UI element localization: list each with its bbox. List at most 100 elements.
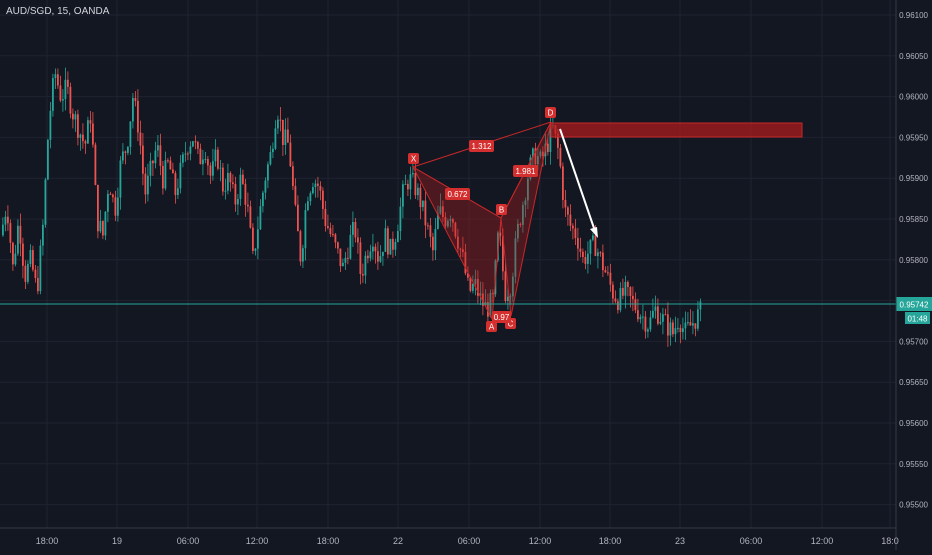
candle-body (284, 129, 287, 146)
candle-body (662, 314, 664, 322)
candle-body (384, 228, 387, 252)
candle-body (307, 201, 309, 211)
candle-body (184, 153, 187, 155)
candle-body (102, 220, 104, 236)
candle-body (597, 252, 599, 256)
candle-body (19, 225, 22, 244)
candle-body (527, 178, 529, 201)
candle-body (264, 180, 267, 193)
candle-body (467, 273, 469, 278)
candle-body (454, 222, 457, 237)
ratio-ac-label: 0.97 (494, 313, 510, 322)
candle-body (612, 284, 614, 299)
candle-body (142, 145, 144, 174)
candle-body (492, 292, 494, 295)
time-axis[interactable] (0, 528, 932, 550)
candle-body (47, 139, 49, 180)
candle-body (199, 148, 202, 165)
candle-body (354, 221, 357, 238)
candle-body (12, 242, 14, 265)
candle-body (572, 225, 574, 229)
candle-body (399, 206, 402, 232)
candle-body (99, 220, 102, 232)
candle-body (364, 255, 367, 276)
candle-body (147, 175, 149, 195)
time-tick-label: 18:0 (881, 536, 899, 546)
drawing-overlays: X A B C D 1.312 0.672 1.981 0.97 (408, 107, 803, 332)
candle-body (692, 323, 694, 326)
candle-body (292, 166, 294, 187)
candle-body (267, 164, 269, 181)
candle-body (477, 279, 479, 296)
candle-body (502, 235, 504, 272)
candle-body (359, 242, 362, 275)
candle-body (457, 236, 459, 249)
projection-arrow-line[interactable] (559, 128, 597, 235)
candle-body (427, 225, 429, 227)
candle-body (227, 172, 229, 191)
price-tick-label: 0.95700 (899, 337, 928, 346)
candle-body (42, 224, 44, 246)
candle-body (642, 316, 644, 318)
candle-body (519, 223, 522, 225)
candle-body (339, 248, 342, 267)
candle-body (469, 277, 472, 291)
candle-body (677, 327, 679, 329)
candle-body (22, 243, 24, 266)
candle-body (52, 78, 54, 111)
candle-body (207, 159, 209, 166)
candle-body (592, 235, 594, 240)
candle-body (104, 211, 107, 236)
candle-body (177, 188, 179, 196)
candle-body (329, 228, 332, 235)
candle-body (409, 174, 412, 190)
candle-body (77, 114, 79, 138)
candle-body (97, 184, 99, 232)
candle-body (257, 229, 259, 249)
candle-body (394, 241, 397, 250)
candle-body (237, 199, 239, 205)
candle-body (234, 183, 237, 205)
candle-body (212, 161, 214, 176)
ratio-xa-box (445, 188, 470, 200)
candle-body (2, 224, 4, 236)
candle-body (39, 245, 42, 292)
resistance-zone[interactable] (550, 122, 803, 138)
candle-body (327, 225, 329, 229)
candle-body (317, 183, 319, 186)
candle-body (34, 269, 37, 279)
candle-body (117, 197, 119, 216)
time-tick-label: 23 (675, 536, 685, 546)
candle-body (622, 288, 624, 296)
candle-body (402, 184, 404, 207)
candle-body (549, 126, 552, 153)
candle-body (352, 221, 354, 235)
candle-body (649, 317, 652, 330)
candle-body (569, 214, 572, 226)
candle-body (629, 287, 632, 296)
candle-body (172, 169, 174, 174)
candle-body (464, 252, 467, 274)
candle-body (499, 232, 502, 236)
candle-body (114, 197, 117, 216)
candle-body (29, 250, 32, 265)
candle-body (334, 234, 337, 243)
candle-body (169, 160, 172, 170)
time-tick-label: 06:00 (740, 536, 763, 546)
price-axis[interactable] (896, 0, 932, 528)
candle-body (7, 216, 9, 224)
candle-body (584, 257, 587, 264)
candle-body (179, 162, 182, 189)
candle-body (397, 231, 399, 242)
candle-body (4, 216, 7, 225)
candle-body (67, 79, 69, 87)
candle-body (112, 194, 114, 198)
candle-body (324, 208, 327, 226)
candle-body (84, 141, 87, 144)
candle-body (672, 322, 674, 335)
candle-body (449, 219, 452, 221)
candle-body (214, 149, 217, 162)
current-price-tag (896, 297, 932, 311)
